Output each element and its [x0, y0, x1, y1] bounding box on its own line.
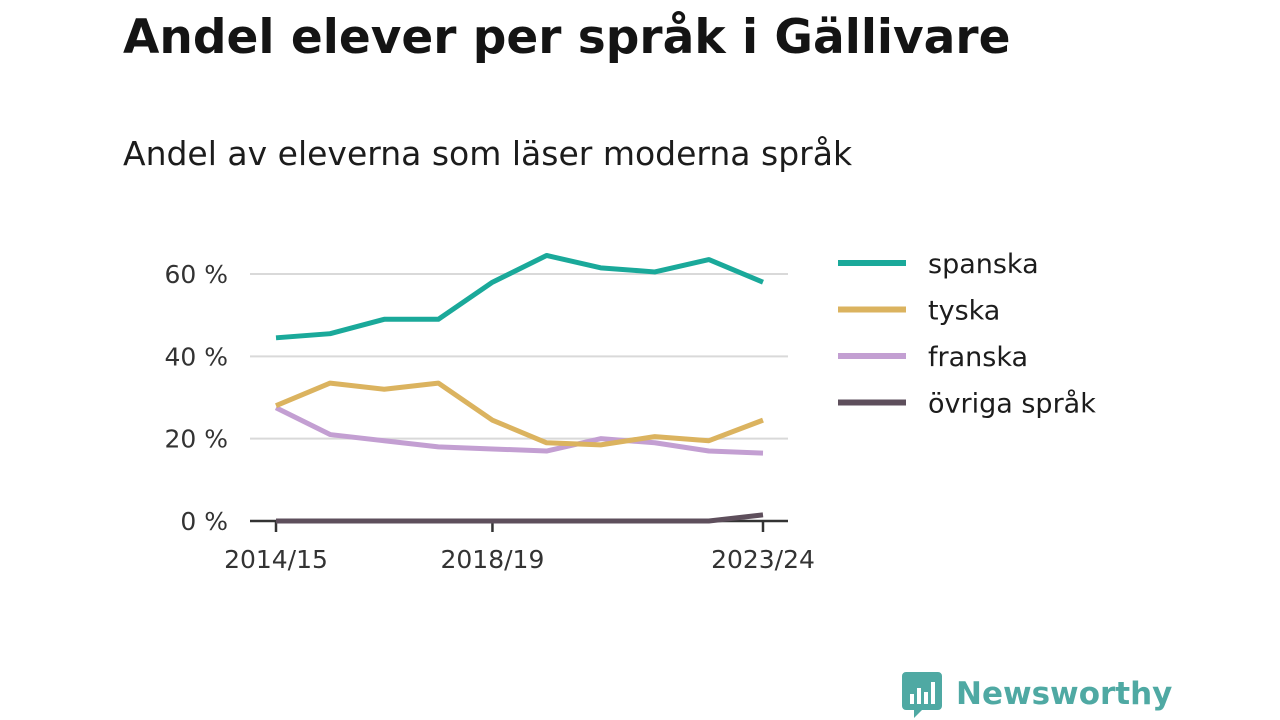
series-lines: [274, 252, 764, 524]
logo-text: Newsworthy: [956, 676, 1173, 712]
series-line-franska: [274, 405, 764, 456]
chart-subtitle: Andel av eleverna som läser moderna språ…: [123, 134, 853, 173]
chart-title: Andel elever per språk i Gällivare: [123, 10, 1011, 65]
legend-item: spanska: [838, 249, 1039, 280]
y-axis-labels: 0 % 20 % 40 % 60 %: [164, 260, 228, 536]
y-tick-label: 20 %: [164, 425, 228, 454]
series-line-spanska: [275, 252, 764, 341]
bar-chart-speech-bubble-icon: [902, 672, 942, 718]
legend-label: spanska: [928, 249, 1039, 280]
grid-lines: [250, 273, 788, 440]
x-tick-label: 2023/24: [711, 545, 815, 574]
y-tick-label: 40 %: [164, 342, 228, 371]
x-tick-label: 2014/15: [224, 545, 328, 574]
legend-label: franska: [928, 342, 1028, 373]
newsworthy-logo: Newsworthy: [902, 669, 1172, 719]
series-line-tyska: [275, 380, 764, 448]
x-axis: 2014/15 2018/19 2023/24: [224, 519, 815, 574]
legend-item: övriga språk: [838, 389, 1096, 420]
legend-item: franska: [838, 342, 1028, 373]
y-tick-label: 60 %: [164, 260, 228, 289]
legend-item: tyska: [838, 296, 1000, 327]
x-tick-label: 2018/19: [441, 545, 545, 574]
legend-label: övriga språk: [928, 389, 1096, 420]
legend-label: tyska: [928, 296, 1000, 327]
y-tick-label: 0 %: [180, 507, 228, 536]
legend: spanska tyska franska övriga språk: [838, 249, 1096, 420]
series-line-övriga-språk: [276, 512, 764, 524]
